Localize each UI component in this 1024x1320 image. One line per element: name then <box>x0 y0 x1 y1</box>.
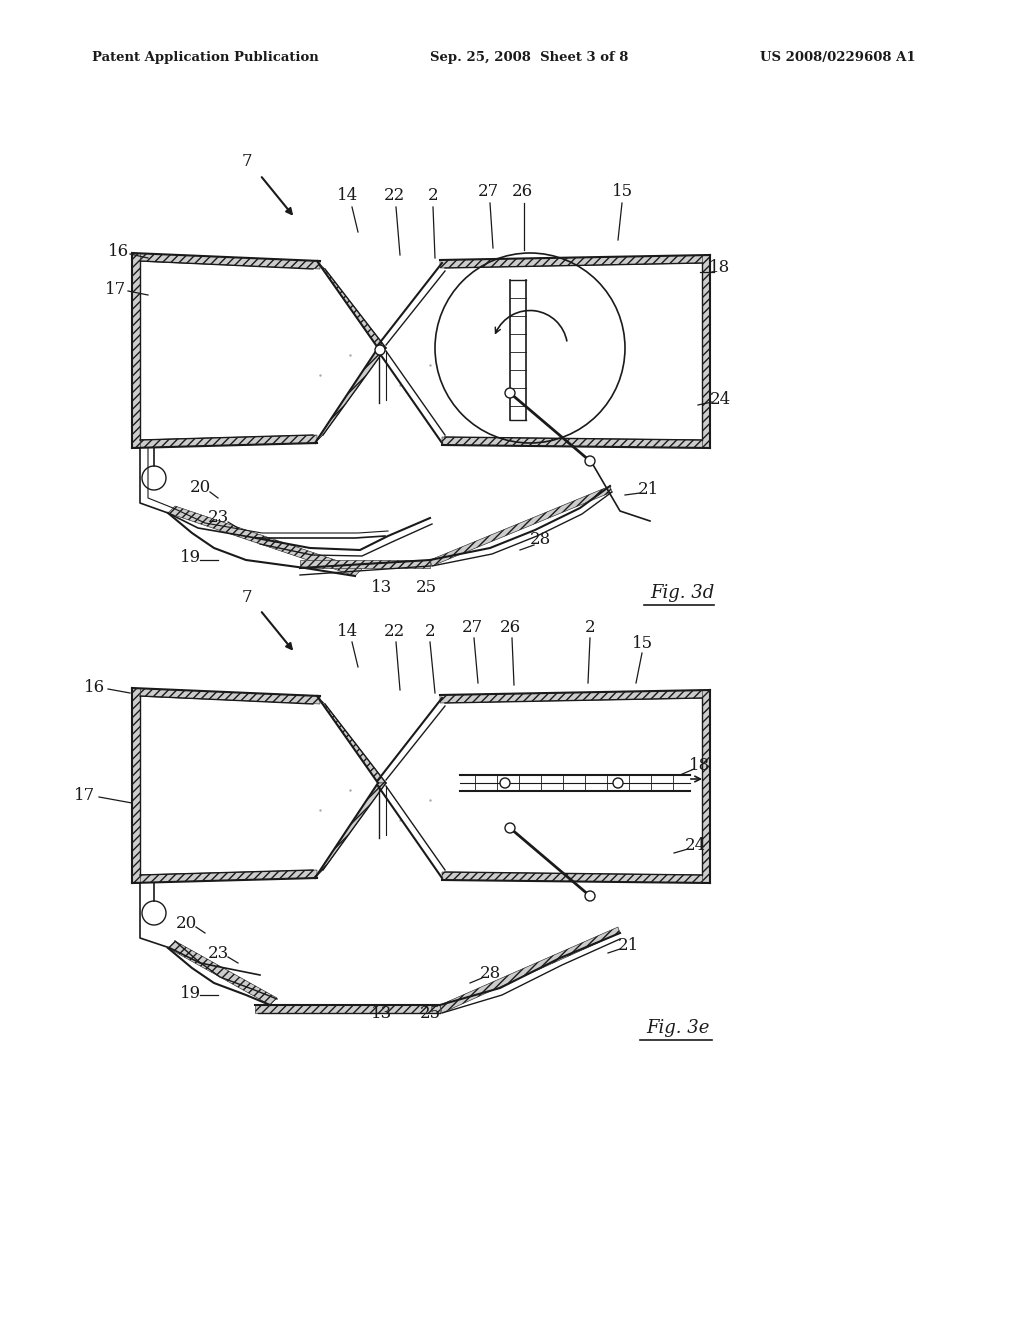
Text: 19: 19 <box>179 985 201 1002</box>
Polygon shape <box>132 688 319 704</box>
Polygon shape <box>168 506 362 576</box>
Text: 13: 13 <box>372 579 392 597</box>
Text: 14: 14 <box>337 187 358 205</box>
Text: 28: 28 <box>479 965 501 982</box>
Text: 13: 13 <box>372 1005 392 1022</box>
Text: 18: 18 <box>710 260 731 276</box>
Text: 15: 15 <box>633 635 653 652</box>
Polygon shape <box>317 696 386 783</box>
Text: Fig. 3e: Fig. 3e <box>646 1019 710 1038</box>
Text: 20: 20 <box>189 479 211 496</box>
Text: 27: 27 <box>462 619 482 635</box>
Circle shape <box>613 777 623 788</box>
Polygon shape <box>440 255 710 268</box>
Polygon shape <box>442 873 710 883</box>
Text: Fig. 3d: Fig. 3d <box>650 583 715 602</box>
Circle shape <box>585 891 595 902</box>
Text: 21: 21 <box>617 936 639 953</box>
Text: 26: 26 <box>500 619 520 635</box>
Circle shape <box>505 388 515 399</box>
Text: 17: 17 <box>105 281 127 298</box>
Text: 22: 22 <box>383 187 404 205</box>
Text: 23: 23 <box>208 510 228 527</box>
Text: 17: 17 <box>75 787 95 804</box>
Polygon shape <box>317 261 386 348</box>
Text: 14: 14 <box>337 623 358 639</box>
Text: 21: 21 <box>637 482 658 499</box>
Polygon shape <box>315 783 386 878</box>
Text: 7: 7 <box>242 589 252 606</box>
Polygon shape <box>442 437 710 447</box>
Polygon shape <box>440 927 620 1012</box>
Polygon shape <box>132 253 140 447</box>
Polygon shape <box>168 941 278 1005</box>
Text: Sep. 25, 2008  Sheet 3 of 8: Sep. 25, 2008 Sheet 3 of 8 <box>430 50 629 63</box>
Text: 24: 24 <box>684 837 706 854</box>
Text: 27: 27 <box>477 183 499 201</box>
Polygon shape <box>702 255 710 447</box>
Text: 15: 15 <box>612 183 634 201</box>
Text: 26: 26 <box>511 183 532 201</box>
Text: 23: 23 <box>208 945 228 961</box>
Text: 24: 24 <box>710 392 731 408</box>
Polygon shape <box>315 348 386 444</box>
Polygon shape <box>300 560 430 568</box>
Circle shape <box>500 777 510 788</box>
Text: 25: 25 <box>416 579 436 597</box>
Text: US 2008/0229608 A1: US 2008/0229608 A1 <box>760 50 915 63</box>
Polygon shape <box>132 253 319 269</box>
Text: 7: 7 <box>242 153 252 170</box>
Text: 2: 2 <box>428 187 438 205</box>
Polygon shape <box>440 690 710 704</box>
Text: 2: 2 <box>585 619 595 635</box>
Polygon shape <box>702 690 710 883</box>
Text: 18: 18 <box>689 756 711 774</box>
Polygon shape <box>132 870 317 883</box>
Text: Patent Application Publication: Patent Application Publication <box>92 50 318 63</box>
Text: 25: 25 <box>420 1005 440 1022</box>
Circle shape <box>505 822 515 833</box>
Text: 2: 2 <box>425 623 435 639</box>
Text: 16: 16 <box>108 243 129 260</box>
Polygon shape <box>255 1005 440 1012</box>
Text: 22: 22 <box>383 623 404 639</box>
Polygon shape <box>132 436 317 447</box>
Text: 20: 20 <box>175 915 197 932</box>
Circle shape <box>375 345 385 355</box>
Text: 19: 19 <box>179 549 201 566</box>
Polygon shape <box>132 688 140 883</box>
Text: 16: 16 <box>84 678 105 696</box>
Circle shape <box>585 455 595 466</box>
Text: 28: 28 <box>529 532 551 549</box>
Polygon shape <box>430 486 612 566</box>
